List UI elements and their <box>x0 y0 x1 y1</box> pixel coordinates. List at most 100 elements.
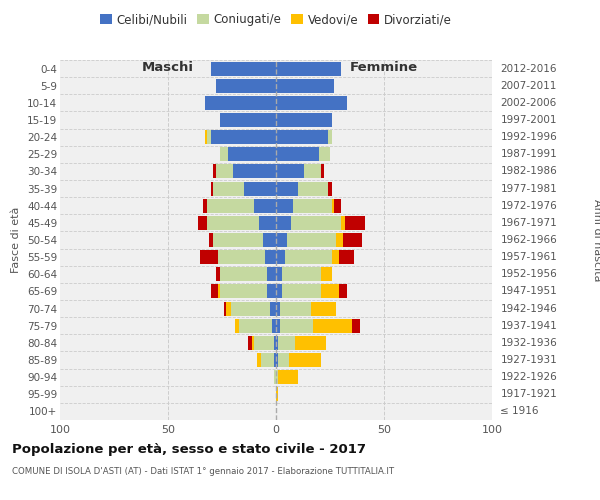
Bar <box>214 182 276 196</box>
Bar <box>207 216 276 230</box>
Bar <box>276 284 322 298</box>
Bar <box>205 96 276 110</box>
Bar <box>220 268 276 281</box>
Text: 1927-1931: 1927-1931 <box>500 355 557 365</box>
Bar <box>276 113 332 127</box>
Bar <box>230 302 276 316</box>
Text: 1952-1956: 1952-1956 <box>500 270 557 280</box>
Bar <box>200 250 276 264</box>
Bar <box>276 182 328 196</box>
Bar <box>276 96 347 110</box>
Bar <box>276 370 278 384</box>
Bar <box>220 113 276 127</box>
Bar <box>276 216 291 230</box>
Bar <box>205 130 276 144</box>
Bar <box>215 78 276 92</box>
Text: 1942-1946: 1942-1946 <box>500 304 557 314</box>
Bar <box>254 336 276 350</box>
Bar <box>229 148 276 162</box>
Bar <box>276 148 330 162</box>
Bar <box>211 182 276 196</box>
Bar <box>268 284 276 298</box>
Bar <box>276 78 334 92</box>
Bar <box>276 96 347 110</box>
Text: Maschi: Maschi <box>142 61 194 74</box>
Bar <box>220 284 276 298</box>
Bar <box>276 182 298 196</box>
Bar <box>215 78 276 92</box>
Text: 1917-1921: 1917-1921 <box>500 390 557 400</box>
Bar <box>220 113 276 127</box>
Text: 1972-1976: 1972-1976 <box>500 200 557 210</box>
Bar <box>276 78 334 92</box>
Bar <box>276 250 332 264</box>
Bar <box>269 302 276 316</box>
Bar <box>274 353 276 367</box>
Bar <box>276 233 362 247</box>
Text: 1957-1961: 1957-1961 <box>500 252 557 262</box>
Bar <box>276 148 330 162</box>
Bar <box>211 130 276 144</box>
Bar <box>276 78 334 92</box>
Bar <box>259 216 276 230</box>
Bar <box>276 233 337 247</box>
Bar <box>276 148 319 162</box>
Bar <box>203 198 276 212</box>
Text: Popolazione per età, sesso e stato civile - 2017: Popolazione per età, sesso e stato civil… <box>12 442 366 456</box>
Bar <box>276 113 332 127</box>
Bar <box>215 164 276 178</box>
Bar <box>276 130 332 144</box>
Bar <box>276 388 278 402</box>
Text: 2007-2011: 2007-2011 <box>500 80 557 90</box>
Bar <box>276 250 284 264</box>
Bar <box>224 302 276 316</box>
Bar <box>276 302 337 316</box>
Bar <box>276 198 293 212</box>
Bar <box>235 318 276 332</box>
Bar <box>276 318 313 332</box>
Bar <box>215 78 276 92</box>
Bar <box>276 353 322 367</box>
Bar <box>276 182 332 196</box>
Bar <box>276 353 278 367</box>
Bar <box>276 130 332 144</box>
Bar <box>276 96 347 110</box>
Bar <box>205 96 276 110</box>
Bar <box>268 268 276 281</box>
Bar <box>276 78 334 92</box>
Bar <box>276 302 337 316</box>
Bar <box>276 370 298 384</box>
Bar <box>254 198 276 212</box>
Bar <box>276 353 322 367</box>
Bar <box>215 78 276 92</box>
Bar <box>276 164 322 178</box>
Bar <box>233 164 276 178</box>
Y-axis label: Fasce di età: Fasce di età <box>11 207 22 273</box>
Bar <box>276 268 332 281</box>
Bar <box>252 336 276 350</box>
Bar <box>214 164 276 178</box>
Bar <box>218 250 276 264</box>
Bar <box>276 198 334 212</box>
Bar <box>276 96 347 110</box>
Bar <box>207 198 276 212</box>
Bar <box>274 370 276 384</box>
Bar <box>211 62 276 76</box>
Bar <box>276 268 322 281</box>
Text: 2012-2016: 2012-2016 <box>500 64 557 74</box>
Bar <box>276 164 304 178</box>
Bar <box>274 336 276 350</box>
Bar <box>276 284 283 298</box>
Bar <box>244 182 276 196</box>
Legend: Celibi/Nubili, Coniugati/e, Vedovi/e, Divorziati/e: Celibi/Nubili, Coniugati/e, Vedovi/e, Di… <box>95 8 457 30</box>
Text: ≤ 1916: ≤ 1916 <box>500 406 539 416</box>
Bar <box>248 336 276 350</box>
Bar <box>276 388 278 402</box>
Bar <box>276 113 332 127</box>
Text: 1967-1971: 1967-1971 <box>500 218 557 228</box>
Bar <box>276 130 328 144</box>
Bar <box>209 233 276 247</box>
Bar <box>261 353 276 367</box>
Bar <box>211 62 276 76</box>
Bar <box>220 148 276 162</box>
